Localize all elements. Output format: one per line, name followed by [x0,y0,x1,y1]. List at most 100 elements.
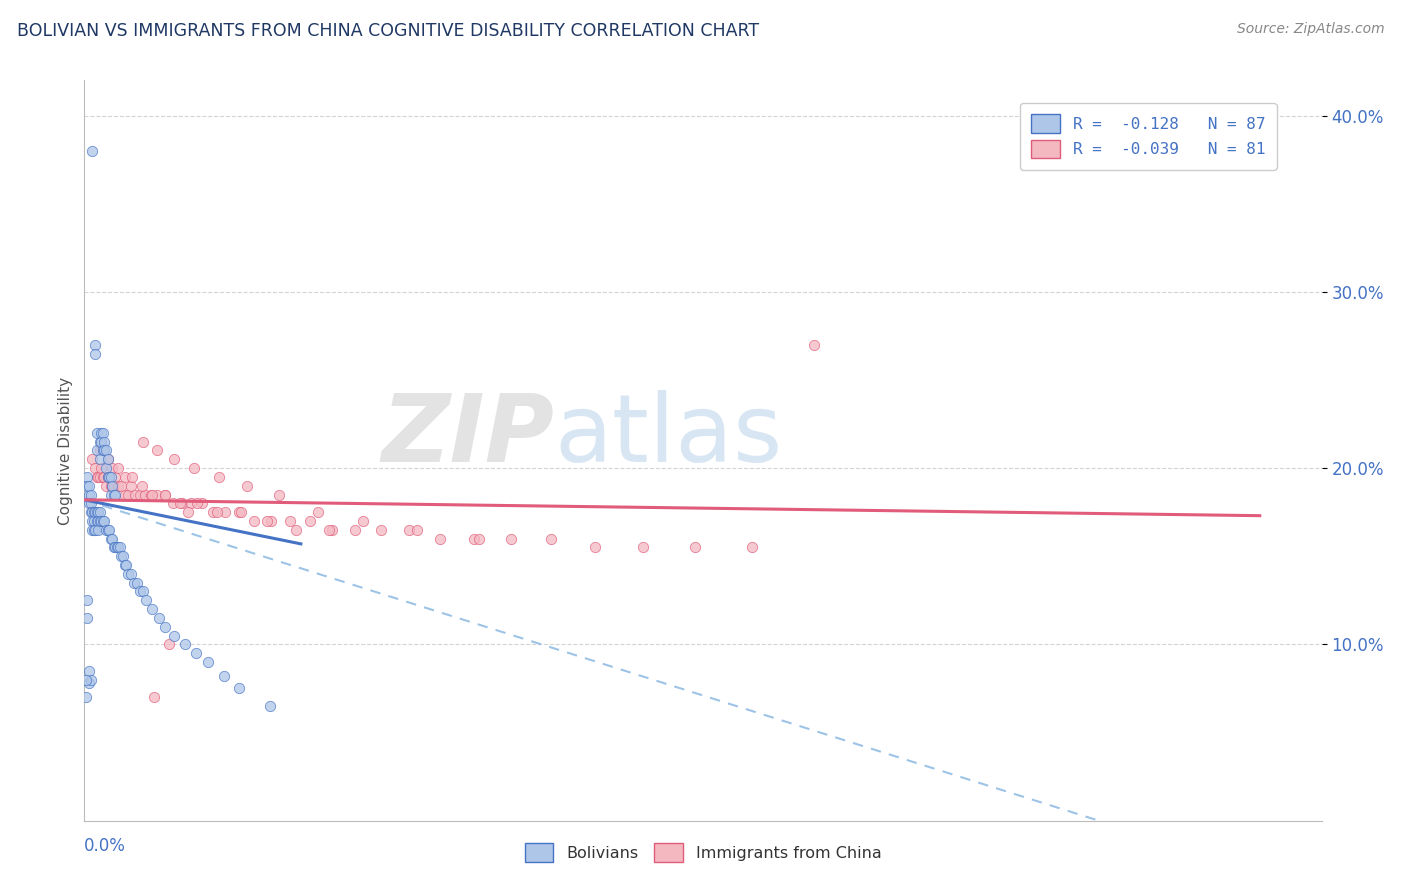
Point [77,479,100,493]
Point [87,523,110,537]
Point [256,514,278,528]
Point [93,443,115,458]
Point [163,628,186,642]
Point [105,541,128,555]
Point [90,434,112,449]
Point [100,487,122,501]
Legend: Bolivians, Immigrants from China: Bolivians, Immigrants from China [519,837,887,868]
Point [89,434,111,449]
Point [101,532,124,546]
Point [148,611,170,625]
Point [96,452,118,467]
Point [83,514,105,528]
Point [107,461,129,475]
Point [91,443,114,458]
Point [90,461,112,475]
Point [84,505,107,519]
Point [398,523,420,537]
Point [131,479,153,493]
Point [76,593,98,607]
Point [110,479,132,493]
Point [86,443,108,458]
Point [170,496,193,510]
Point [197,655,219,669]
Point [94,443,117,458]
Point [114,487,136,501]
Point [75,690,97,705]
Point [174,637,197,651]
Point [93,470,115,484]
Point [228,681,250,696]
Point [229,505,252,519]
Point [84,461,107,475]
Point [121,470,143,484]
Point [631,541,654,555]
Point [405,523,427,537]
Point [96,470,118,484]
Point [77,676,100,690]
Point [122,575,145,590]
Point [141,602,163,616]
Point [82,144,104,158]
Point [86,505,108,519]
Point [110,549,132,564]
Point [94,523,117,537]
Point [83,505,105,519]
Point [89,514,111,528]
Point [124,487,146,501]
Point [86,470,108,484]
Point [75,673,97,687]
Y-axis label: Cognitive Disability: Cognitive Disability [58,376,73,524]
Point [370,523,392,537]
Point [129,584,152,599]
Text: ZIP: ZIP [381,390,554,482]
Point [91,443,114,458]
Point [352,514,374,528]
Point [101,479,124,493]
Point [180,496,202,510]
Point [285,523,308,537]
Point [191,496,214,510]
Point [307,505,329,519]
Point [208,470,231,484]
Point [129,487,152,501]
Point [79,505,101,519]
Point [141,487,163,501]
Point [214,505,236,519]
Point [76,470,98,484]
Point [583,541,606,555]
Point [321,523,343,537]
Text: Source: ZipAtlas.com: Source: ZipAtlas.com [1237,22,1385,37]
Point [77,487,100,501]
Point [96,470,118,484]
Point [201,505,224,519]
Point [89,470,111,484]
Point [84,523,107,537]
Point [153,487,176,501]
Point [169,496,191,510]
Point [183,461,205,475]
Point [103,479,125,493]
Point [186,496,208,510]
Point [463,532,485,546]
Point [104,487,127,501]
Point [101,461,124,475]
Point [82,505,104,519]
Point [91,514,114,528]
Point [98,523,121,537]
Text: 0.0%: 0.0% [84,837,127,855]
Point [82,452,104,467]
Point [540,532,562,546]
Point [87,514,110,528]
Point [93,434,115,449]
Point [429,532,451,546]
Point [143,690,166,705]
Point [77,496,100,510]
Point [184,646,207,660]
Point [235,479,259,493]
Point [79,496,101,510]
Point [162,496,184,510]
Point [299,514,322,528]
Point [803,337,825,351]
Point [76,611,98,625]
